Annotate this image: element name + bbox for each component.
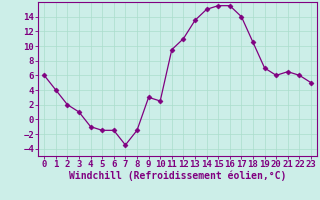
X-axis label: Windchill (Refroidissement éolien,°C): Windchill (Refroidissement éolien,°C) [69, 171, 286, 181]
